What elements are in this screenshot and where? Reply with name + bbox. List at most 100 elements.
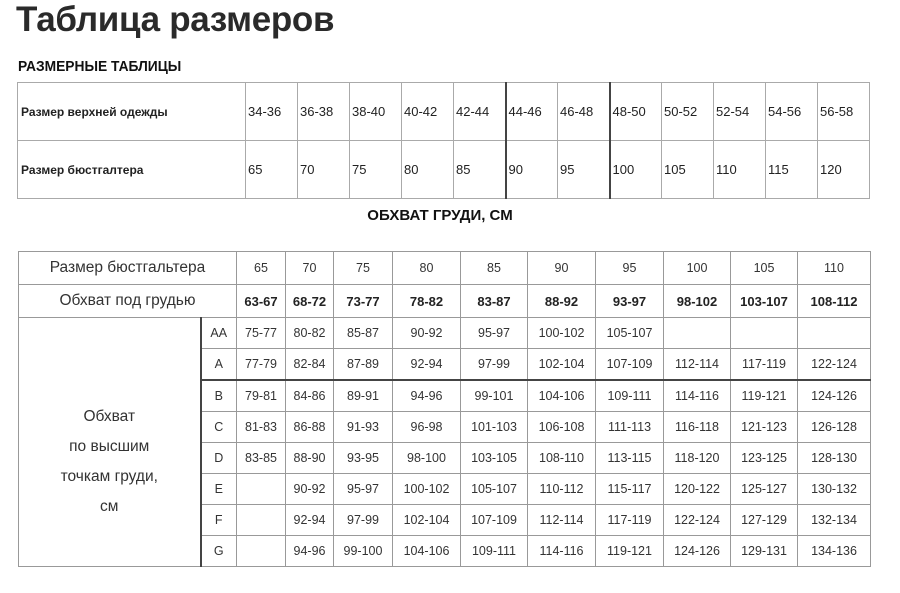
table-cell: 88-90	[285, 442, 334, 474]
bra-size-cell: 75	[333, 251, 393, 285]
table-cell: 79-81	[236, 379, 286, 412]
table-cell: 115-117	[595, 473, 664, 505]
table-cell: 38-40	[349, 82, 402, 141]
table-cell: 122-124	[797, 348, 871, 381]
table-cell: 100-102	[527, 317, 596, 349]
table-cell: 48-50	[608, 82, 662, 141]
table-cell	[797, 317, 871, 349]
table-cell: 134-136	[797, 535, 871, 567]
cup-row: D 83-85 88-90 93-95 98-100 103-105 108-110 113-…	[19, 442, 871, 474]
table-cell: 98-100	[392, 442, 461, 474]
table-cell: 46-48	[557, 82, 610, 141]
table-cell: 113-115	[595, 442, 664, 474]
table-cell: 110-112	[527, 473, 596, 505]
cup-row: C 81-83 86-88 91-93 96-98 101-103 106-108 111-1…	[19, 411, 871, 443]
cup-letter: B	[199, 379, 237, 412]
table-cell: 102-104	[527, 348, 596, 381]
table-cell: 80	[401, 140, 454, 199]
table-cell: 91-93	[333, 411, 393, 443]
table-cell: 90-92	[392, 317, 461, 349]
cup-letter: D	[199, 442, 237, 474]
table-cell: 102-104	[392, 504, 461, 536]
table-cell: 95	[557, 140, 610, 199]
table-cell: 97-99	[333, 504, 393, 536]
table-cell: 99-101	[460, 379, 528, 412]
table-cell: 54-56	[765, 82, 818, 141]
table-cell: 50-52	[661, 82, 714, 141]
underbust-cell: 108-112	[797, 284, 871, 318]
table-cell: 81-83	[236, 411, 286, 443]
table-cell: 108-110	[527, 442, 596, 474]
table-row: Размер верхней одежды 34-36 36-38 38-40 40-4…	[17, 82, 870, 141]
bra-size-cell: 90	[527, 251, 596, 285]
table-cell: 77-79	[236, 348, 286, 381]
table-cell: 100-102	[392, 473, 461, 505]
bust-label: Обхват по высшим точкам груди, см	[18, 317, 201, 567]
table-cell: 36-38	[297, 82, 350, 141]
underbust-cell: 63-67	[236, 284, 286, 318]
bust-label-line: Обхват	[83, 408, 136, 425]
table-cell: 109-111	[460, 535, 528, 567]
bra-size-cell: 70	[285, 251, 334, 285]
section-heading: ОБХВАТ ГРУДИ, СМ	[367, 207, 513, 224]
table-cell: 117-119	[595, 504, 664, 536]
table-cell: 114-116	[527, 535, 596, 567]
table-cell: 107-109	[460, 504, 528, 536]
table-cell: 95-97	[333, 473, 393, 505]
page-title: Таблица размеров	[16, 0, 335, 39]
bust-label-line: по высшим	[69, 438, 150, 455]
table-cell: 104-106	[392, 535, 461, 567]
table-cell: 106-108	[527, 411, 596, 443]
bra-size-label: Размер бюстгальтера	[18, 251, 237, 285]
bust-label-line: см	[100, 498, 119, 515]
table-cell: 75	[349, 140, 402, 199]
cup-row: B 79-81 84-86 89-91 94-96 99-101 104-106 109-11…	[19, 379, 871, 412]
underbust-cell: 78-82	[392, 284, 461, 318]
bra-size-cell: 65	[236, 251, 286, 285]
table-cell: 96-98	[392, 411, 461, 443]
underbust-label: Обхват под грудью	[18, 284, 237, 318]
underbust-cell: 88-92	[527, 284, 596, 318]
table-cell: 129-131	[730, 535, 798, 567]
table-cell: 86-88	[285, 411, 334, 443]
table-cell: 100	[608, 140, 662, 199]
table-cell: 87-89	[333, 348, 393, 381]
table-cell: 42-44	[453, 82, 506, 141]
table-cell: 99-100	[333, 535, 393, 567]
table-cell: 124-126	[797, 379, 871, 412]
table-cell	[663, 317, 731, 349]
underbust-cell: 98-102	[663, 284, 731, 318]
table-cell: 90	[504, 140, 558, 199]
cup-letter: A	[199, 348, 237, 381]
underbust-cell: 93-97	[595, 284, 664, 318]
table-cell: 105-107	[460, 473, 528, 505]
table-cell	[236, 535, 286, 567]
table-cell: 107-109	[595, 348, 664, 381]
bra-size-cell: 85	[460, 251, 528, 285]
row-label: Размер бюстгалтера	[17, 140, 246, 199]
table-cell: 105-107	[595, 317, 664, 349]
table-cell: 111-113	[595, 411, 664, 443]
table-cell: 118-120	[663, 442, 731, 474]
table-cell: 127-129	[730, 504, 798, 536]
cup-row: F 92-94 97-99 102-104 107-109 112-114 117-119 1…	[19, 504, 871, 536]
underbust-cell: 103-107	[730, 284, 798, 318]
table-cell: 104-106	[527, 379, 596, 412]
table-cell	[730, 317, 798, 349]
cup-row: G 94-96 99-100 104-106 109-111 114-116 119-121…	[19, 535, 871, 567]
table-cell: 85-87	[333, 317, 393, 349]
table-cell: 119-121	[730, 379, 798, 412]
underbust-cell: 68-72	[285, 284, 334, 318]
table-cell: 109-111	[595, 379, 664, 412]
table-cell: 92-94	[392, 348, 461, 381]
table-cell: 40-42	[401, 82, 454, 141]
bra-size-cell: 100	[663, 251, 731, 285]
row-label: Размер верхней одежды	[17, 82, 246, 141]
table-cell: 121-123	[730, 411, 798, 443]
bust-size-table: Размер бюстгальтера 65 70 75 80 85 90 95 100 105 1…	[18, 251, 871, 567]
underbust-cell: 73-77	[333, 284, 393, 318]
table-cell: 93-95	[333, 442, 393, 474]
table-row: Размер бюстгалтера 65 70 75 80 85 90 95 100 105 11…	[17, 140, 870, 199]
table-cell: 120-122	[663, 473, 731, 505]
table-cell: 122-124	[663, 504, 731, 536]
